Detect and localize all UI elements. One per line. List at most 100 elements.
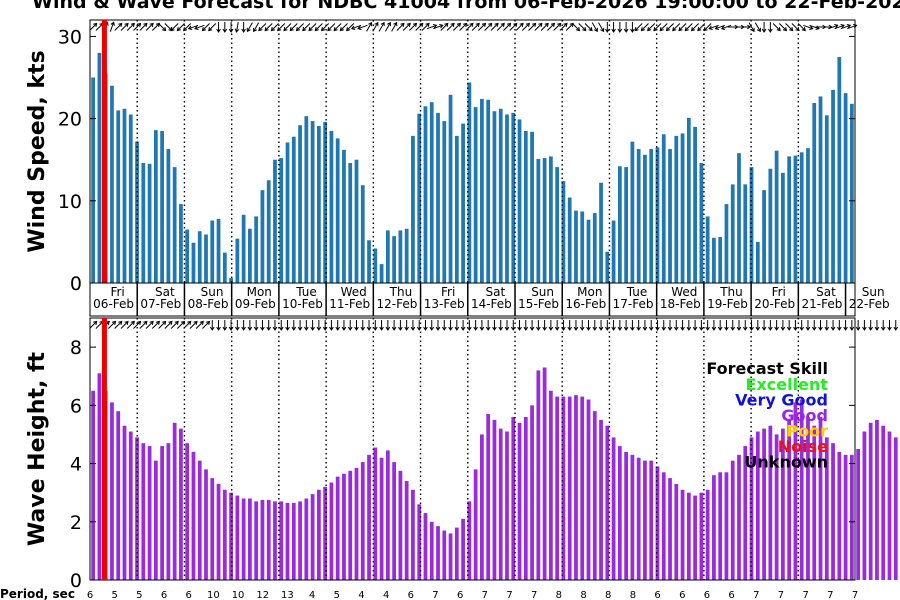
wind-arrow-shaft	[703, 23, 712, 31]
day-date: 17-Feb	[613, 297, 654, 311]
wave-bar	[266, 499, 271, 580]
day-name: Wed	[341, 285, 367, 299]
wave-arrow-head	[111, 320, 117, 325]
wind-bar	[617, 166, 622, 283]
wind-bar	[335, 138, 340, 283]
wind-arrow-shaft	[372, 22, 379, 32]
wave-arrow-head	[187, 320, 192, 325]
wind-direction-arrow	[768, 22, 773, 33]
period-tick: 6	[87, 590, 93, 600]
wind-arrow-shaft	[584, 23, 593, 31]
wave-bar	[536, 370, 541, 580]
wave-direction-arrow	[655, 320, 660, 331]
wave-arrow-head	[786, 326, 792, 331]
period-tick: 7	[531, 590, 537, 600]
wave-arrow-head	[310, 326, 315, 331]
wind-bar	[266, 180, 271, 283]
wind-arrow-head	[593, 27, 598, 33]
wave-direction-arrow	[120, 320, 129, 329]
wind-direction-arrow	[402, 22, 411, 31]
wave-arrow-head	[811, 326, 817, 331]
wave-bar	[737, 454, 741, 580]
wave-direction-arrow	[586, 320, 591, 331]
wind-arrow-shaft	[834, 24, 845, 30]
wave-arrow-head	[705, 326, 710, 331]
wave-bar	[887, 431, 892, 580]
wind-arrow-head	[488, 22, 493, 27]
wave-bar	[436, 526, 440, 580]
day-date: 20-Feb	[754, 297, 795, 311]
wind-bar	[323, 121, 328, 283]
wind-arrow-head	[840, 24, 845, 29]
wind-arrow-head	[563, 22, 568, 27]
wave-arrow-head	[124, 320, 129, 325]
wave-bar	[624, 451, 629, 580]
wind-direction-arrow	[465, 22, 474, 31]
wave-arrow-head	[717, 326, 723, 331]
wind-direction-arrow	[446, 22, 455, 31]
wind-direction-arrow	[720, 24, 732, 30]
wave-arrow-head	[724, 326, 729, 331]
wind-direction-arrow	[120, 22, 129, 31]
wind-arrow-head	[789, 27, 794, 32]
wave-arrow-head	[454, 326, 460, 331]
wind-bar	[116, 110, 121, 283]
wave-direction-arrow	[467, 320, 472, 331]
wave-direction-arrow	[216, 320, 221, 331]
wind-direction-arrow	[283, 23, 292, 32]
wave-bar	[755, 431, 760, 580]
wind-arrow-shaft	[433, 24, 443, 30]
wind-direction-arrow	[684, 23, 693, 32]
wind-bar	[843, 93, 848, 283]
wave-direction-arrow	[189, 320, 198, 329]
wave-bar	[881, 425, 886, 580]
wind-arrow-shaft	[521, 23, 530, 31]
wind-bar	[385, 230, 390, 283]
wave-direction-arrow	[843, 320, 848, 331]
wind-bar	[549, 156, 553, 283]
wind-arrow-head	[672, 27, 677, 32]
wave-bar	[492, 419, 497, 580]
wind-bar	[605, 251, 610, 283]
wind-arrow-head	[456, 22, 462, 27]
wind-arrow-head	[264, 27, 269, 32]
wind-arrow-shaft	[691, 23, 699, 31]
period-tick: 6	[654, 590, 660, 600]
wave-direction-arrow	[510, 320, 516, 331]
wave-arrow-head	[611, 326, 616, 331]
wave-direction-arrow	[448, 320, 453, 331]
wave-direction-arrow	[126, 320, 135, 329]
wave-direction-arrow	[183, 320, 192, 329]
wave-ytick-label: 4	[70, 454, 82, 476]
wave-bar	[222, 489, 227, 580]
wave-direction-arrow	[536, 320, 541, 331]
wave-bar	[235, 495, 240, 580]
wind-arrow-shaft	[357, 24, 368, 30]
wave-arrow-head	[304, 326, 309, 331]
period-tick: 7	[852, 590, 858, 600]
wind-direction-arrow	[145, 22, 154, 31]
wave-bar	[599, 419, 603, 580]
wave-direction-arrow	[133, 320, 142, 329]
wave-arrow-shaft	[139, 321, 148, 329]
wave-arrow-head	[523, 326, 529, 331]
wind-bar	[492, 111, 497, 284]
wind-arrow-head	[118, 22, 123, 27]
wind-arrow-head	[253, 27, 258, 33]
wind-bar	[135, 141, 139, 283]
wave-bar	[404, 481, 409, 580]
wave-direction-arrow	[347, 320, 353, 331]
wind-direction-arrow	[797, 23, 806, 32]
wave-direction-arrow	[266, 320, 272, 331]
wave-bar	[580, 396, 585, 580]
wave-bar	[304, 498, 309, 580]
wave-direction-arrow	[617, 320, 623, 331]
legend-title: Forecast Skill	[706, 359, 828, 378]
wave-arrow-head	[155, 320, 161, 325]
wave-arrow-head	[680, 326, 685, 331]
wind-arrow-shaft	[164, 23, 173, 31]
wave-arrow-head	[118, 320, 123, 325]
wave-bar	[91, 390, 96, 580]
wave-direction-arrow	[247, 320, 253, 331]
wave-direction-arrow	[893, 320, 899, 331]
